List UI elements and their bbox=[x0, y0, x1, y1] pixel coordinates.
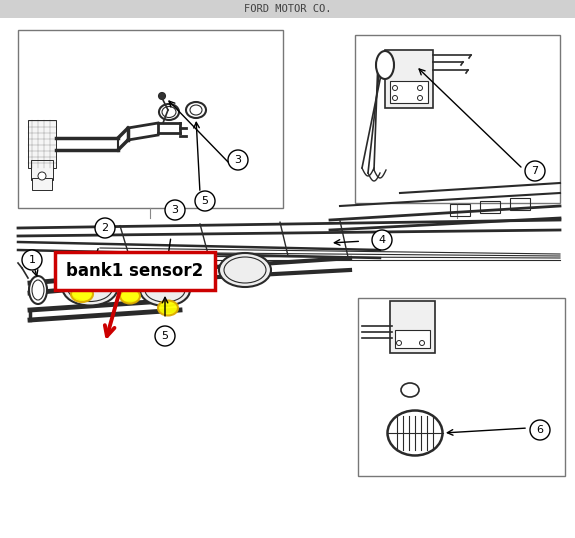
Ellipse shape bbox=[32, 280, 44, 300]
Ellipse shape bbox=[63, 271, 117, 306]
FancyBboxPatch shape bbox=[55, 252, 215, 290]
Ellipse shape bbox=[29, 276, 47, 304]
Circle shape bbox=[165, 200, 185, 220]
Ellipse shape bbox=[71, 286, 93, 302]
Ellipse shape bbox=[67, 274, 113, 301]
Bar bbox=[31, 160, 53, 180]
Ellipse shape bbox=[186, 102, 206, 118]
Text: FORD MOTOR CO.: FORD MOTOR CO. bbox=[244, 4, 331, 14]
Ellipse shape bbox=[140, 274, 190, 306]
Ellipse shape bbox=[162, 107, 176, 117]
Ellipse shape bbox=[190, 105, 202, 115]
Circle shape bbox=[38, 172, 46, 180]
Text: 5: 5 bbox=[201, 196, 209, 206]
Circle shape bbox=[420, 341, 424, 345]
Circle shape bbox=[393, 96, 397, 101]
Ellipse shape bbox=[388, 410, 443, 456]
Text: 6: 6 bbox=[536, 425, 543, 435]
Circle shape bbox=[525, 161, 545, 181]
Bar bbox=[385, 50, 433, 108]
Circle shape bbox=[530, 420, 550, 440]
Text: 4: 4 bbox=[378, 235, 386, 245]
Bar bbox=[395, 330, 430, 348]
Bar bbox=[355, 35, 560, 203]
Ellipse shape bbox=[401, 383, 419, 397]
Circle shape bbox=[228, 150, 248, 170]
Bar bbox=[0, 0, 575, 18]
Circle shape bbox=[95, 218, 115, 238]
Ellipse shape bbox=[376, 51, 394, 79]
Circle shape bbox=[397, 341, 401, 345]
Bar bbox=[510, 198, 530, 210]
Circle shape bbox=[417, 96, 423, 101]
Ellipse shape bbox=[219, 253, 271, 287]
Bar bbox=[32, 178, 52, 190]
Ellipse shape bbox=[120, 288, 140, 303]
Ellipse shape bbox=[158, 301, 178, 315]
Ellipse shape bbox=[159, 104, 179, 120]
Bar bbox=[450, 204, 470, 216]
Bar bbox=[480, 201, 500, 213]
Bar bbox=[390, 81, 428, 103]
Circle shape bbox=[22, 250, 42, 270]
Text: 1: 1 bbox=[29, 255, 36, 265]
Bar bbox=[390, 301, 435, 353]
Ellipse shape bbox=[145, 278, 185, 302]
Text: 3: 3 bbox=[171, 205, 178, 215]
Text: 5: 5 bbox=[162, 331, 168, 341]
Circle shape bbox=[159, 93, 166, 100]
Circle shape bbox=[393, 86, 397, 90]
Bar bbox=[18, 30, 283, 208]
Circle shape bbox=[372, 230, 392, 250]
Text: 3: 3 bbox=[235, 155, 242, 165]
Text: bank1 sensor2: bank1 sensor2 bbox=[66, 262, 204, 280]
Circle shape bbox=[155, 326, 175, 346]
Bar bbox=[28, 120, 56, 168]
Circle shape bbox=[195, 191, 215, 211]
Ellipse shape bbox=[224, 257, 266, 283]
Bar bbox=[358, 298, 565, 476]
Text: 2: 2 bbox=[101, 223, 109, 233]
Circle shape bbox=[417, 86, 423, 90]
Text: 7: 7 bbox=[531, 166, 539, 176]
